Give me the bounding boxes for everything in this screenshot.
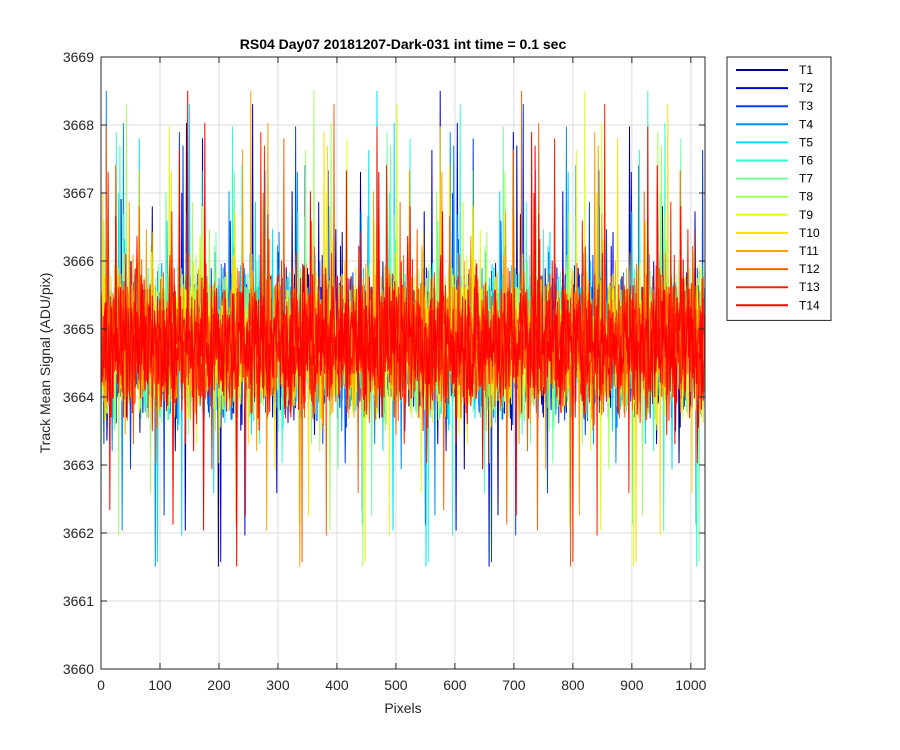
y-tick-label: 3669 [63, 49, 94, 65]
x-tick-label: 300 [266, 677, 290, 693]
y-tick-label: 3661 [63, 593, 94, 609]
legend-label: T11 [799, 244, 819, 258]
x-axis: 0 100 200 300 400 500 600 700 800 900 1000 [97, 57, 707, 693]
chart-title: RS04 Day07 20181207-Dark-031 int time = … [240, 36, 567, 52]
y-tick-label: 3667 [63, 185, 94, 201]
legend-label: T4 [799, 117, 813, 131]
y-tick-label: 3664 [63, 389, 94, 405]
x-tick-label: 700 [502, 677, 526, 693]
y-tick-label: 3663 [63, 457, 94, 473]
x-tick-label: 800 [561, 677, 585, 693]
legend-label: T1 [799, 63, 813, 77]
legend-box [726, 56, 832, 321]
x-tick-label: 0 [97, 677, 105, 693]
x-tick-label: 900 [620, 677, 644, 693]
x-tick-label: 600 [443, 677, 467, 693]
y-tick-label: 3660 [63, 661, 94, 677]
plot-frame [100, 56, 706, 670]
x-tick-label: 400 [325, 677, 349, 693]
series-line-t13 [100, 104, 706, 563]
y-tick-label: 3666 [63, 253, 94, 269]
series-line-t14 [100, 90, 706, 567]
x-tick-label: 200 [207, 677, 231, 693]
y-tick-label: 3665 [63, 321, 94, 337]
legend-label: T3 [799, 99, 813, 113]
x-axis-label: Pixels [384, 700, 421, 716]
x-tick-label: 1000 [675, 677, 706, 693]
legend-label: T2 [799, 81, 813, 95]
legend-label: T10 [799, 226, 820, 240]
x-tick-label: 100 [148, 677, 172, 693]
y-axis: 3660 3661 3662 3663 3664 3665 3666 3667 3668 3669 [63, 49, 705, 677]
y-axis-label: Track Mean Signal (ADU/pix) [37, 273, 53, 454]
legend-label: T6 [799, 154, 813, 168]
legend-label: T7 [799, 172, 813, 186]
legend-label: T12 [799, 262, 820, 276]
legend-label: T8 [799, 190, 813, 204]
legend-label: T14 [799, 298, 820, 312]
x-tick-label: 500 [384, 677, 408, 693]
y-tick-label: 3668 [63, 117, 94, 133]
legend: T1 T2 T3 T4 T5 T6 T7 T8 T9 T10 T11 T12 T13 T14 [726, 56, 832, 321]
series-lines [100, 90, 706, 567]
legend-label: T5 [799, 135, 813, 149]
y-tick-label: 3662 [63, 525, 94, 541]
legend-label: T13 [799, 280, 820, 294]
legend-label: T9 [799, 208, 813, 222]
